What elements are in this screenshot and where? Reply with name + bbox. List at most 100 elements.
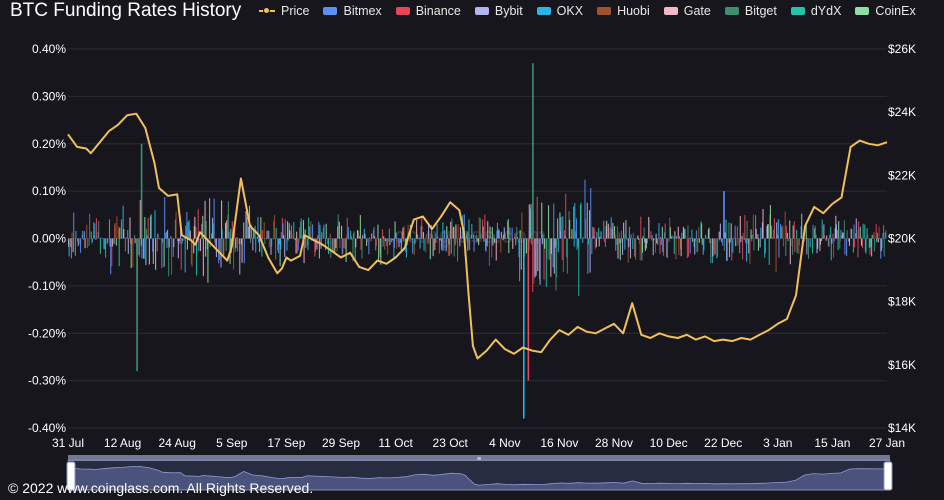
funding-bar bbox=[843, 220, 845, 239]
funding-bar bbox=[363, 228, 365, 239]
legend-item-gate[interactable]: Gate bbox=[663, 4, 711, 18]
funding-bar bbox=[288, 223, 290, 239]
funding-bar bbox=[257, 217, 259, 239]
funding-bar bbox=[403, 238, 405, 241]
funding-bar bbox=[536, 196, 538, 239]
funding-bar bbox=[479, 218, 481, 239]
legend-item-dydx[interactable]: dYdX bbox=[790, 4, 841, 18]
funding-bar bbox=[304, 229, 306, 239]
funding-bar bbox=[624, 238, 626, 250]
funding-bar bbox=[611, 228, 613, 239]
funding-bar bbox=[776, 222, 778, 239]
funding-bar bbox=[732, 238, 734, 253]
funding-bar bbox=[143, 238, 145, 259]
funding-bar bbox=[627, 238, 629, 263]
funding-bar bbox=[883, 238, 885, 257]
funding-bar bbox=[130, 238, 132, 269]
funding-bar bbox=[154, 210, 156, 239]
funding-bar bbox=[146, 235, 148, 239]
funding-bar bbox=[478, 238, 480, 246]
zoom-slider[interactable]: ≡ bbox=[66, 455, 893, 491]
funding-bar bbox=[407, 224, 409, 239]
funding-bar bbox=[94, 223, 96, 239]
funding-bar bbox=[157, 233, 159, 239]
funding-bar bbox=[818, 238, 820, 240]
funding-bar bbox=[91, 238, 94, 243]
funding-bar bbox=[742, 232, 744, 239]
funding-bar bbox=[409, 238, 411, 242]
legend-item-price[interactable]: Price bbox=[259, 4, 309, 18]
funding-bar bbox=[138, 238, 140, 255]
funding-bar bbox=[728, 222, 730, 239]
funding-bar bbox=[370, 238, 372, 242]
legend-item-okx[interactable]: OKX bbox=[536, 4, 583, 18]
funding-bar bbox=[466, 231, 468, 239]
funding-bar bbox=[103, 238, 105, 249]
zoom-handle-left[interactable] bbox=[66, 461, 76, 491]
copyright-footer: © 2022 www.coinglass.com. All Rights Res… bbox=[8, 480, 314, 496]
funding-bar bbox=[209, 198, 211, 239]
funding-bar bbox=[225, 238, 227, 251]
funding-bar bbox=[669, 227, 671, 239]
funding-bar bbox=[693, 238, 695, 248]
funding-bar bbox=[610, 238, 612, 240]
funding-bar bbox=[472, 234, 475, 239]
zoom-handle-right[interactable] bbox=[883, 461, 893, 491]
funding-bar bbox=[784, 211, 786, 239]
funding-bar bbox=[255, 238, 257, 253]
funding-bar bbox=[127, 238, 129, 254]
funding-bar bbox=[507, 219, 509, 239]
legend-item-binance[interactable]: Binance bbox=[395, 4, 461, 18]
legend-swatch-icon bbox=[536, 7, 551, 15]
funding-bar bbox=[437, 236, 439, 239]
funding-bar bbox=[757, 238, 760, 251]
funding-bar bbox=[696, 238, 698, 253]
funding-bar bbox=[603, 238, 605, 242]
legend-item-bitget[interactable]: Bitget bbox=[724, 4, 777, 18]
funding-bar bbox=[748, 238, 750, 254]
funding-bar bbox=[516, 237, 518, 239]
funding-bar bbox=[202, 215, 204, 239]
x-tick-label: 5 Sep bbox=[216, 436, 248, 450]
funding-bar bbox=[796, 238, 798, 254]
funding-bar bbox=[236, 237, 238, 239]
funding-bar bbox=[309, 226, 311, 239]
funding-bar bbox=[690, 237, 692, 239]
legend-item-bybit[interactable]: Bybit bbox=[474, 4, 523, 18]
funding-bar bbox=[825, 238, 827, 241]
funding-bar bbox=[604, 238, 606, 248]
funding-bar bbox=[445, 238, 447, 252]
y-left-tick-label: 0.10% bbox=[32, 184, 66, 198]
funding-bar bbox=[675, 238, 677, 260]
funding-bar bbox=[316, 238, 318, 250]
funding-bar bbox=[164, 197, 166, 239]
funding-bar bbox=[443, 230, 446, 239]
funding-bar bbox=[291, 234, 293, 239]
funding-bar bbox=[730, 238, 732, 243]
funding-bar bbox=[793, 221, 795, 239]
funding-bar bbox=[379, 238, 381, 258]
legend-item-bitmex[interactable]: Bitmex bbox=[323, 4, 382, 18]
funding-bar bbox=[681, 232, 683, 239]
funding-bar bbox=[569, 219, 571, 239]
funding-bar bbox=[334, 238, 336, 249]
funding-bar bbox=[514, 233, 516, 239]
funding-bar bbox=[378, 238, 380, 262]
funding-bar bbox=[552, 238, 554, 268]
funding-bar bbox=[202, 238, 204, 277]
funding-bar bbox=[707, 238, 709, 239]
funding-bar bbox=[454, 238, 456, 246]
funding-bar bbox=[388, 228, 390, 239]
funding-bar bbox=[614, 226, 616, 239]
funding-bar bbox=[755, 229, 757, 239]
legend-item-huobi[interactable]: Huobi bbox=[597, 4, 650, 18]
legend-item-coinex[interactable]: CoinEx bbox=[855, 4, 916, 18]
funding-bar bbox=[735, 238, 737, 247]
legend[interactable]: Price Bitmex Binance Bybit OKX Huobi Gate Bitge… bbox=[259, 3, 916, 19]
legend-swatch-icon bbox=[663, 7, 678, 15]
funding-bar bbox=[411, 238, 413, 240]
funding-bar bbox=[615, 238, 617, 251]
funding-bar bbox=[97, 231, 99, 239]
funding-bar bbox=[105, 238, 107, 258]
funding-bar bbox=[130, 238, 132, 244]
